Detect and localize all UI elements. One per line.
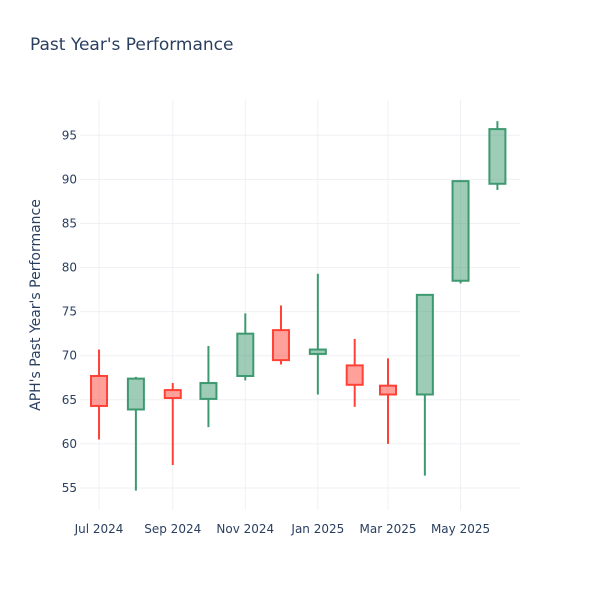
grid-layer [80,100,520,510]
candle-body [415,293,434,396]
x-tick-label: Jul 2024 [74,522,124,536]
candle-body [236,332,255,377]
candle-body [90,374,109,407]
candle-decreasing [345,338,364,407]
y-tick-label: 65 [62,393,77,407]
candle-layer [90,121,507,491]
axis-layer: 55 60 65 70 75 80 85 90 95 Jul 2024 Sep 2024 Nov 20… [62,128,490,536]
x-tick-label: Nov 2024 [216,522,274,536]
candle-body [308,348,327,355]
y-tick-label: 95 [62,128,77,142]
candle-increasing [415,293,434,476]
candle-body [488,128,507,185]
chart-title: Past Year's Performance [30,35,234,55]
y-axis-label: APH's Past Year's Performance [28,199,44,411]
candle-increasing [236,313,255,381]
candle-decreasing [271,305,290,365]
candle-decreasing [163,383,182,466]
y-tick-label: 70 [62,349,77,363]
y-tick-label: 90 [62,172,77,186]
candle-increasing [126,376,145,491]
candle-body [199,382,218,400]
y-tick-label: 60 [62,437,77,451]
x-tick-label: Jan 2025 [290,522,344,536]
x-tick-label: Mar 2025 [360,522,417,536]
candle-body [451,180,470,282]
candle-increasing [308,273,327,395]
candle-decreasing [379,358,397,444]
y-tick-label: 85 [62,216,77,230]
candle-increasing [451,180,470,284]
candle-decreasing [90,349,109,440]
candle-body [271,329,290,362]
candle-body [163,389,182,400]
y-tick-label: 80 [62,261,77,275]
candle-body [126,377,145,411]
candle-increasing [488,121,507,190]
candle-body [379,384,397,396]
x-tick-label: Sep 2024 [144,522,201,536]
y-tick-label: 55 [62,481,77,495]
x-tick-label: May 2025 [431,522,490,536]
candle-increasing [199,346,218,428]
y-tick-label: 75 [62,305,77,319]
candle-body [345,364,364,386]
